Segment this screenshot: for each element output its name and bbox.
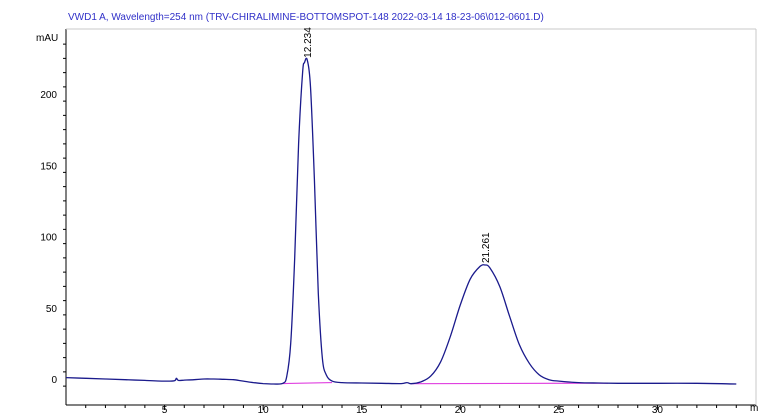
- y-axis: 0 50 100 150 200: [40, 43, 66, 387]
- peak-retention-label: 21.261: [481, 232, 492, 263]
- signal-line: [65, 57, 737, 385]
- x-tick-label: 10: [258, 405, 270, 416]
- x-tick-label: 30: [652, 405, 664, 416]
- x-tick-label: 5: [162, 405, 168, 416]
- x-axis: 5 10 15 20 25 30: [85, 405, 737, 416]
- peak-retention-label: 12.234: [303, 27, 314, 58]
- baseline-segment: [282, 381, 333, 385]
- y-tick-label: 50: [46, 304, 58, 315]
- chart-title: VWD1 A, Wavelength=254 nm (TRV-CHIRALIMI…: [68, 12, 544, 23]
- y-tick-label: 100: [40, 233, 57, 244]
- y-tick-label: 0: [51, 375, 57, 386]
- y-tick-label: 200: [40, 90, 57, 101]
- integration-baselines: [282, 381, 609, 385]
- baseline-segment: [410, 382, 609, 385]
- y-axis-unit-label: mAU: [36, 33, 58, 44]
- signal-trace: [65, 57, 737, 385]
- x-axis-unit-label: mi: [750, 403, 759, 414]
- x-tick-label: 20: [455, 405, 467, 416]
- x-tick-label: 15: [356, 405, 368, 416]
- peak-labels: 12.234 21.261: [303, 27, 492, 263]
- x-tick-label: 25: [553, 405, 565, 416]
- plot-frame: [65, 28, 757, 406]
- y-tick-label: 150: [40, 161, 57, 172]
